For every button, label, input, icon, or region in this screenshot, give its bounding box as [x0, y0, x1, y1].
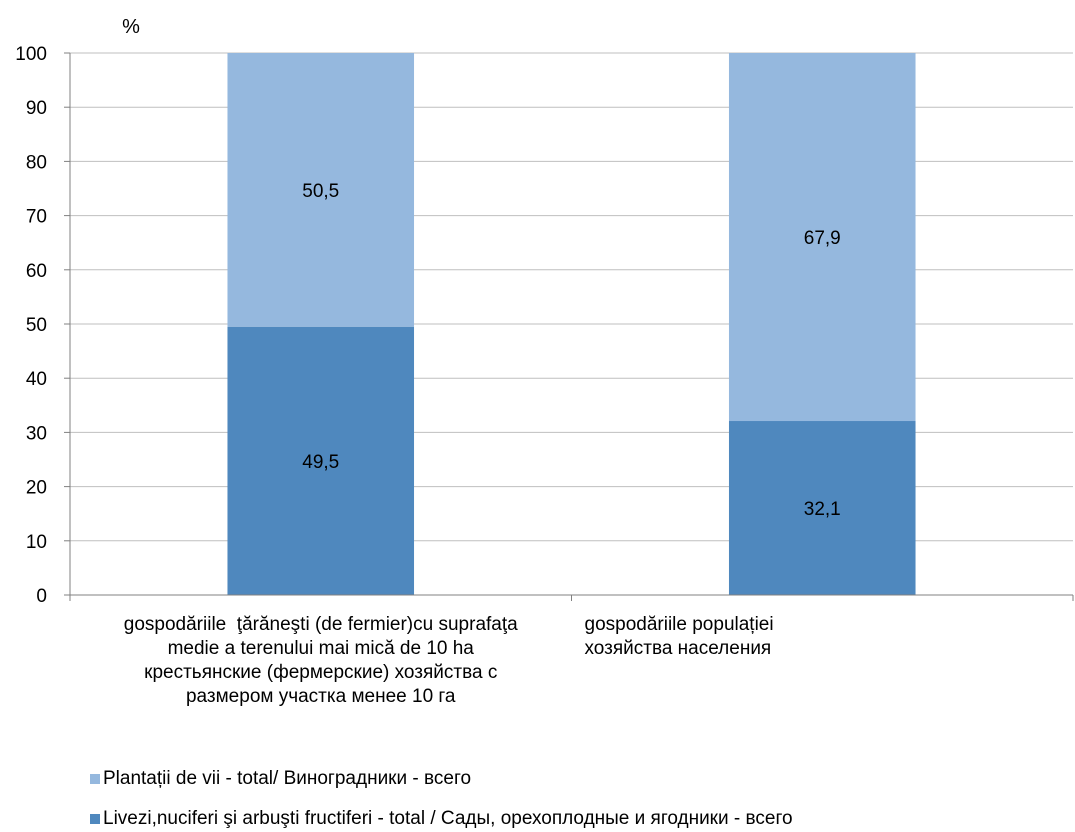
x-axis-category-labels: gospodăriile ţărăneşti (de fermier)cu su…: [124, 614, 774, 707]
y-tick-label: 60: [26, 261, 47, 282]
y-tick-label: 50: [26, 315, 47, 336]
axes: [69, 53, 1074, 601]
y-tick-label: 80: [26, 152, 47, 173]
y-tick-label: 30: [26, 423, 47, 444]
x-category-label: gospodăriile ţărăneşti (de fermier)cu su…: [124, 614, 518, 635]
bar-segment: [728, 421, 916, 595]
x-category-label: размером участка менее 10 га: [186, 686, 456, 707]
bar-segment: [227, 53, 415, 327]
y-tick-label: 90: [26, 98, 47, 119]
y-axis-ticks: 0 10 20 30 40 50 60 70 80 90 100: [15, 44, 70, 607]
data-label: 67,9: [804, 228, 841, 249]
y-tick-label: 0: [36, 586, 47, 607]
legend-swatch-orchards: [90, 814, 100, 824]
gridlines: [70, 52, 1073, 542]
y-tick-label: 100: [15, 44, 47, 65]
data-label: 50,5: [302, 181, 339, 202]
y-tick-label: 20: [26, 478, 47, 499]
bars: 49,5 50,5 32,1 67,9: [227, 53, 916, 595]
legend-item-grapevines: Plantații de vii - total/ Виноградники -…: [90, 768, 471, 790]
data-label: 32,1: [804, 499, 841, 520]
y-axis-label: %: [122, 16, 140, 38]
bar-segment: [728, 53, 916, 422]
y-tick-label: 70: [26, 207, 47, 228]
x-category-label: крестьянские (фермерские) хозяйства с: [144, 662, 497, 683]
legend-label-grapevines: Plantații de vii - total/ Виноградники -…: [103, 768, 472, 789]
legend-item-orchards: Livezi,nuciferi şi arbuşti fructiferi - …: [90, 808, 793, 830]
y-tick-label: 40: [26, 369, 47, 390]
legend-label-orchards: Livezi,nuciferi şi arbuşti fructiferi - …: [103, 808, 793, 829]
legend-swatch-grapevines: [90, 774, 100, 784]
data-label: 49,5: [302, 452, 339, 473]
bar-segment: [227, 326, 415, 595]
x-category-label: хозяйства населения: [585, 638, 772, 659]
y-tick-label: 10: [26, 532, 47, 553]
x-category-label: medie a terenului mai mică de 10 ha: [168, 638, 475, 659]
x-category-label: gospodăriile populației: [585, 614, 774, 635]
